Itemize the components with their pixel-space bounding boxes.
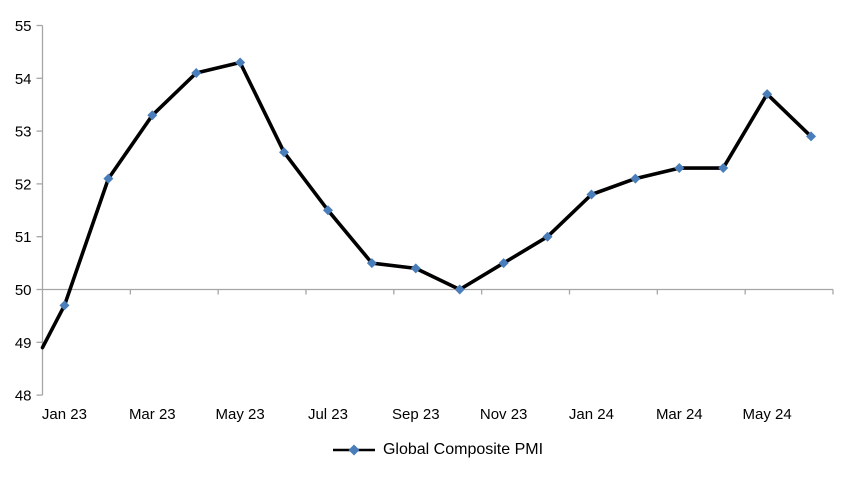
y-tick-label: 49 <box>15 335 32 352</box>
data-point-marker <box>674 163 685 174</box>
data-point-marker <box>498 258 509 269</box>
x-axis <box>42 288 834 295</box>
data-point-marker <box>410 263 421 274</box>
data-point-marker <box>103 173 114 184</box>
data-point-marker <box>279 147 290 158</box>
data-point-marker <box>806 131 817 142</box>
x-tick-label: Jul 23 <box>308 406 348 423</box>
data-point-marker <box>586 189 597 200</box>
x-tick-label: Sep 23 <box>392 406 440 423</box>
data-point-marker <box>191 68 202 79</box>
data-point-marker <box>59 300 70 311</box>
y-tick-label: 50 <box>15 282 32 299</box>
data-point-marker <box>454 284 465 295</box>
y-tick-label: 55 <box>15 18 32 35</box>
x-tick-label: Mar 24 <box>656 406 703 423</box>
x-tick-label: May 23 <box>216 406 265 423</box>
y-axis: 48 49 50 51 52 53 54 55 <box>15 18 44 405</box>
data-point-marker <box>235 57 246 68</box>
data-point-marker <box>718 163 729 174</box>
y-tick-label: 52 <box>15 176 32 193</box>
series-line <box>40 60 813 350</box>
data-point-marker <box>147 110 158 121</box>
data-point-marker <box>366 258 377 269</box>
y-tick-label: 48 <box>15 388 32 405</box>
series-markers <box>59 57 817 311</box>
legend-label: Global Composite PMI <box>382 441 544 458</box>
data-point-marker <box>322 205 333 216</box>
data-point-marker <box>542 231 553 242</box>
x-tick-label: Jan 24 <box>569 406 614 423</box>
x-tick-label: Nov 23 <box>480 406 528 423</box>
x-axis-labels: Jan 23 Mar 23 May 23 Jul 23 Sep 23 Nov 23 Jan … <box>42 406 792 423</box>
x-tick-label: May 24 <box>743 406 792 423</box>
data-point-marker <box>630 173 641 184</box>
y-tick-label: 51 <box>15 229 32 246</box>
legend: Global Composite PMI <box>42 437 833 463</box>
x-tick-label: Mar 23 <box>129 406 176 423</box>
x-tick-label: Jan 23 <box>42 406 87 423</box>
legend-marker-icon <box>332 444 375 456</box>
data-point-marker <box>762 89 773 100</box>
y-tick-label: 53 <box>15 124 32 141</box>
y-tick-label: 54 <box>15 71 32 88</box>
